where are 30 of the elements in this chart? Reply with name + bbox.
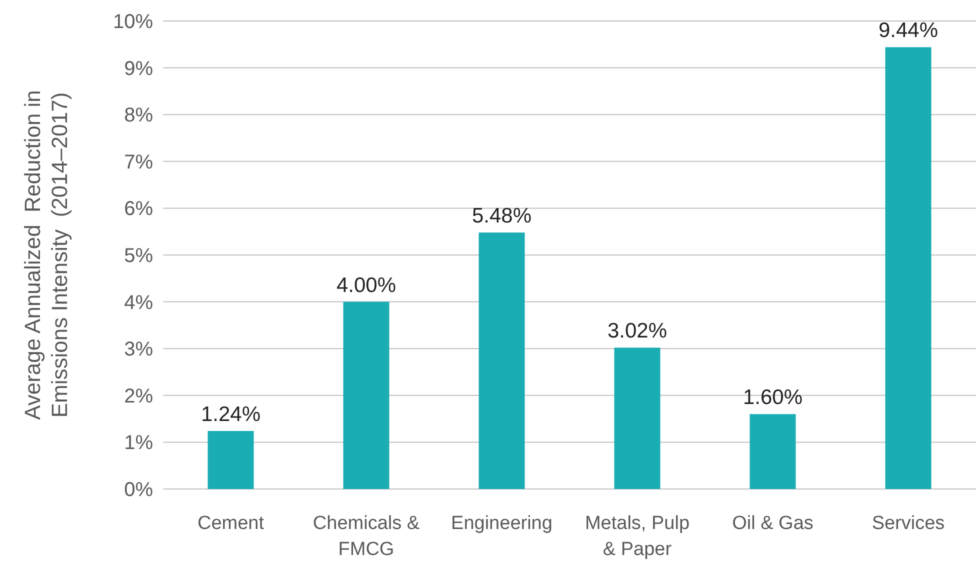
y-tick-label: 9% (124, 58, 154, 80)
data-label: 3.02% (607, 320, 668, 343)
y-tick-label: 10% (112, 11, 154, 33)
x-tick-label: Engineering (451, 513, 552, 534)
data-label: 9.44% (878, 19, 938, 42)
x-tick-label: Cement (197, 513, 265, 534)
y-tick-label: 4% (124, 292, 154, 314)
data-label: 1.24% (200, 402, 261, 426)
y-tick-label: 5% (124, 245, 154, 267)
x-tick-label: Metals, Pulp & Paper (584, 513, 690, 560)
y-tick-label: 3% (124, 338, 154, 361)
y-axis-title: Average Annualized Reduction in Emissions Intensity (2014–2017) (20, 90, 72, 420)
bar (750, 414, 796, 489)
y-tick-label: 8% (124, 104, 154, 127)
bar (343, 302, 390, 489)
y-tick-label: 0% (124, 479, 154, 501)
y-tick-label: 2% (124, 385, 154, 408)
x-tick-label: Oil & Gas (732, 513, 814, 534)
bar (478, 232, 525, 489)
bar (208, 430, 254, 489)
x-tick-label: Chemicals & FMCG (312, 513, 420, 560)
data-label: 5.48% (472, 204, 532, 228)
x-tick-label: Services (872, 513, 945, 534)
data-label: 1.60% (742, 386, 803, 410)
y-tick-label: 1% (124, 432, 154, 454)
bar (885, 47, 932, 489)
data-label: 4.00% (336, 274, 396, 297)
bar (614, 348, 660, 489)
y-tick-label: 6% (124, 198, 154, 220)
y-tick-label: 7% (124, 151, 154, 174)
